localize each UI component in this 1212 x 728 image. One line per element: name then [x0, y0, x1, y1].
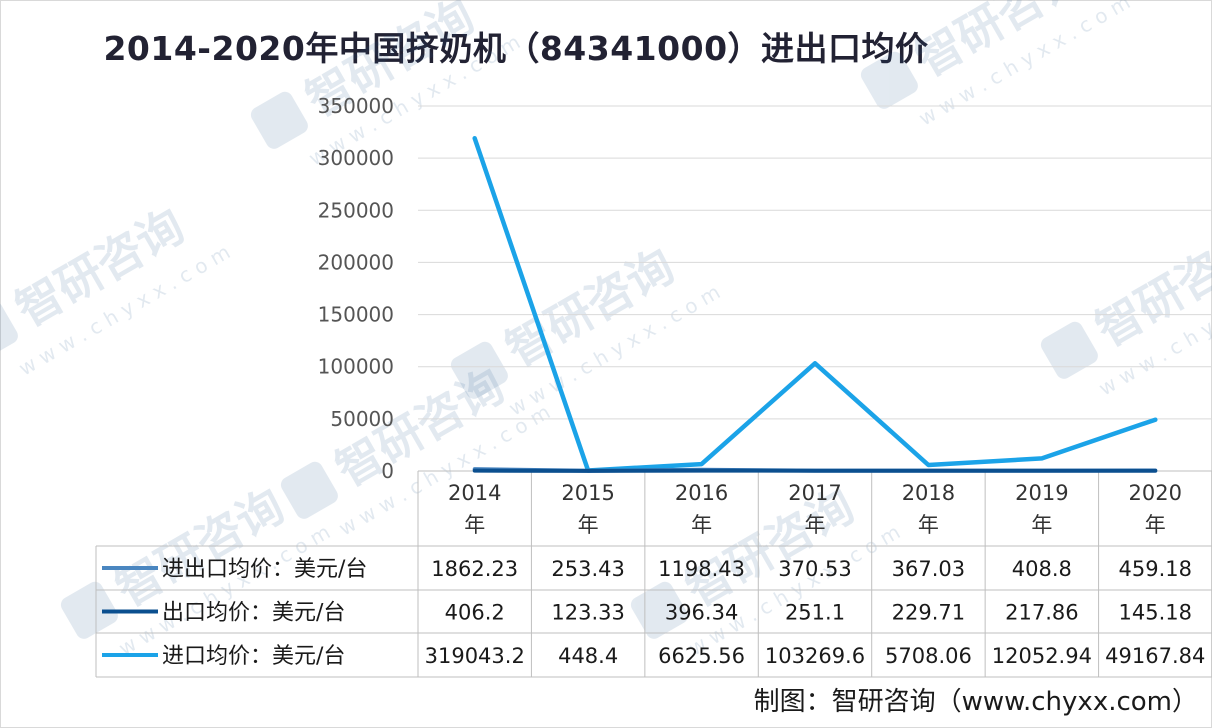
x-tick-label-suffix: 年 — [578, 513, 599, 537]
table-cell: 123.33 — [551, 601, 624, 625]
table-cell: 396.34 — [665, 601, 738, 625]
table-cell: 1862.23 — [431, 557, 518, 581]
y-tick-label: 250000 — [318, 198, 394, 222]
credit-text: 制图：智研咨询（www.chyxx.com） — [753, 687, 1198, 717]
table-cell: 1198.43 — [658, 557, 745, 581]
x-tick-label-suffix: 年 — [691, 513, 712, 537]
watermark-logo-icon — [450, 341, 508, 399]
y-tick-label: 0 — [381, 459, 394, 483]
table-cell: 251.1 — [785, 601, 845, 625]
table-cell: 448.4 — [558, 644, 618, 668]
chart-title: 2014-2020年中国挤奶机（84341000）进出口均价 — [103, 29, 929, 68]
table-cell: 229.71 — [892, 601, 965, 625]
watermark-logo-icon — [0, 301, 18, 359]
x-tick-label-suffix: 年 — [805, 513, 826, 537]
x-tick-label-suffix: 年 — [464, 513, 485, 537]
watermark-logo-icon — [860, 51, 918, 109]
watermark-logo-icon — [60, 581, 118, 639]
y-tick-label: 50000 — [330, 407, 394, 431]
x-tick-label: 2017 — [788, 481, 841, 505]
table-cell: 103269.6 — [765, 644, 865, 668]
data-table: 2014 年 2015 年 2016 年 2017 年 2018 年 2019 年 2020 年进出口均价… — [95, 471, 1212, 678]
x-tick-label: 2019 — [1015, 481, 1068, 505]
y-tick-label: 350000 — [318, 94, 394, 118]
watermark-logo-icon — [280, 461, 338, 519]
table-cell: 12052.94 — [992, 644, 1092, 668]
table-cell: 217.86 — [1005, 601, 1078, 625]
y-axis-ticks: 350000 300000 250000 200000 150000 100000 5000… — [318, 94, 394, 483]
x-tick-label-suffix: 年 — [918, 513, 939, 537]
table-cell: 145.18 — [1119, 601, 1192, 625]
table-cell: 370.53 — [778, 557, 851, 581]
table-cell: 406.2 — [445, 601, 505, 625]
legend-label: 进口均价：美元/台 — [162, 644, 345, 669]
x-tick-label: 2015 — [561, 481, 614, 505]
legend-label: 进出口均价：美元/台 — [162, 557, 367, 582]
x-tick-label: 2020 — [1129, 481, 1182, 505]
legend-label: 出口均价：美元/台 — [162, 601, 345, 626]
table-cell: 5708.06 — [885, 644, 972, 668]
y-tick-label: 300000 — [318, 146, 394, 170]
watermark-logo-icon — [1040, 321, 1098, 379]
table-cell: 367.03 — [892, 557, 965, 581]
table-cell: 49167.84 — [1105, 644, 1205, 668]
x-tick-label-suffix: 年 — [1145, 513, 1166, 537]
y-tick-label: 100000 — [318, 355, 394, 379]
table-cell: 6625.56 — [658, 644, 745, 668]
x-tick-label: 2016 — [675, 481, 728, 505]
table-cell: 319043.2 — [425, 644, 525, 668]
table-cell: 408.8 — [1012, 557, 1072, 581]
y-tick-label: 150000 — [318, 303, 394, 327]
y-tick-label: 200000 — [318, 250, 394, 274]
series-lines — [472, 136, 1158, 473]
x-tick-label: 2014 — [448, 481, 501, 505]
table-cell: 253.43 — [551, 557, 624, 581]
x-tick-label-suffix: 年 — [1031, 513, 1052, 537]
watermark-logo-icon — [250, 91, 308, 149]
table-cell: 459.18 — [1119, 557, 1192, 581]
x-tick-label: 2018 — [902, 481, 955, 505]
